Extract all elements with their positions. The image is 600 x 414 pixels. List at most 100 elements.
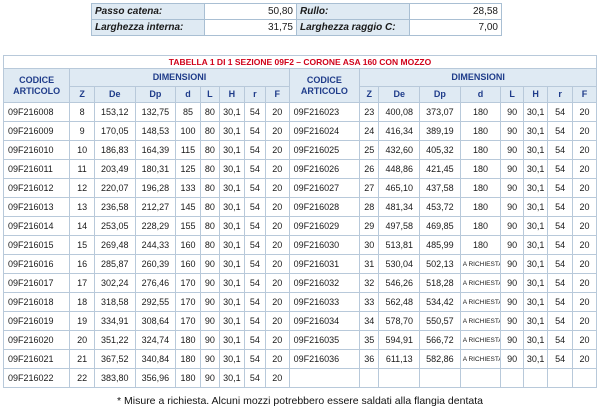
dimension-cell: 465,10	[378, 178, 421, 198]
dimension-cell: 186,83	[93, 140, 136, 160]
dimension-cell: 276,46	[134, 273, 177, 293]
dimension-cell: 20	[265, 216, 290, 236]
dimension-cell: 90	[500, 311, 524, 331]
article-code-cell: 09F216032	[288, 273, 361, 293]
dimension-cell: 20	[571, 235, 598, 255]
table-row: 09F216009 9 170,05 148,53 100 80 30,1 54 20 09F21…	[2, 121, 598, 141]
dimension-cell: 90	[199, 349, 221, 369]
dimension-cell: 20	[265, 311, 290, 331]
dimension-cell: 30,1	[219, 292, 245, 312]
article-code-cell: 09F216033	[288, 292, 361, 312]
dimension-cell: 85	[175, 102, 201, 122]
dimension-cell: 30,1	[522, 140, 549, 160]
table-title: TABELLA 1 DI 1 SEZIONE 09F2 – CORONE ASA…	[3, 55, 597, 69]
dimension-cell: 115	[175, 140, 201, 160]
dimension-cell: 180	[459, 140, 502, 160]
codice-header-right: CODICE ARTICOLO	[288, 68, 361, 103]
dimension-cell: 54	[243, 216, 267, 236]
dimension-cell: 292,55	[134, 292, 177, 312]
dimension-cell: 30,1	[219, 159, 245, 179]
dimension-cell: 203,49	[93, 159, 136, 179]
dimension-cell: 90	[199, 330, 221, 350]
col-header: Z	[359, 86, 380, 103]
dimension-cell: 34	[359, 311, 380, 331]
dimension-cell: 80	[199, 121, 221, 141]
dimension-cell: 30,1	[219, 140, 245, 160]
dimension-cell: 562,48	[378, 292, 421, 312]
dimension-cell: 611,13	[378, 349, 421, 369]
dimension-cell: 30,1	[219, 330, 245, 350]
raggio-value: 7,00	[408, 19, 503, 36]
dimension-cell: 145	[175, 197, 201, 217]
dimension-cell: 405,32	[419, 140, 461, 160]
dimension-cell: 80	[199, 197, 221, 217]
dimension-cell: 148,53	[134, 121, 177, 141]
article-code-cell: 09F216013	[2, 197, 71, 217]
dimension-cell: 90	[500, 292, 524, 312]
dimension-cell: 180,31	[134, 159, 177, 179]
dimension-cell: 54	[243, 235, 267, 255]
dimension-cell: 534,42	[419, 292, 461, 312]
col-header: r	[243, 86, 267, 103]
dimension-cell: 11	[69, 159, 95, 179]
article-code-cell: 09F216021	[2, 349, 71, 369]
article-code-cell: 09F216028	[288, 197, 361, 217]
dimension-cell: 20	[265, 235, 290, 255]
dimension-cell: 481,34	[378, 197, 421, 217]
larghezza-value: 31,75	[203, 19, 297, 36]
dimension-cell: 20	[265, 292, 290, 312]
article-code-cell: 09F216012	[2, 178, 71, 198]
dimension-cell: 54	[243, 140, 267, 160]
empty-cell	[500, 368, 524, 388]
dimension-cell: 160	[175, 235, 201, 255]
dimension-cell: 20	[571, 311, 598, 331]
dimension-cell: 20	[571, 330, 598, 350]
dimension-cell: 497,58	[378, 216, 421, 236]
article-code-cell: 09F216031	[288, 254, 361, 274]
dimension-cell: 20	[571, 349, 598, 369]
dimension-cell: 18	[69, 292, 95, 312]
dimension-cell: 80	[199, 140, 221, 160]
dimension-cell: 30,1	[219, 216, 245, 236]
dimension-cell: 180	[175, 349, 201, 369]
dimension-cell: 24	[359, 121, 380, 141]
dimension-cell: 17	[69, 273, 95, 293]
dimension-cell: 80	[199, 178, 221, 198]
dimension-cell: 90	[199, 273, 221, 293]
table-row: 09F216019 19 334,91 308,64 170 90 30,1 54 20 09F2…	[2, 311, 598, 331]
dimension-cell: 29	[359, 216, 380, 236]
dimension-cell: 196,28	[134, 178, 177, 198]
dimension-cell: 20	[265, 330, 290, 350]
dimension-cell: 180	[459, 178, 502, 198]
dimension-cell: 54	[547, 349, 573, 369]
dimension-cell: 20	[571, 159, 598, 179]
dimension-cell: 550,57	[419, 311, 461, 331]
dimension-cell: 20	[571, 178, 598, 198]
article-code-cell: 09F216035	[288, 330, 361, 350]
dimension-cell: 22	[69, 368, 95, 388]
empty-cell	[571, 368, 598, 388]
dimension-cell: 54	[547, 197, 573, 217]
dimension-cell: 30,1	[522, 311, 549, 331]
dimension-cell: 469,85	[419, 216, 461, 236]
dimension-cell: 30,1	[522, 235, 549, 255]
dimension-cell: 20	[69, 330, 95, 350]
corone-table: TABELLA 1 DI 1 SEZIONE 09F2 – CORONE ASA…	[2, 55, 598, 388]
empty-cell	[522, 368, 549, 388]
dimension-cell: 90	[199, 254, 221, 274]
article-code-cell: 09F216018	[2, 292, 71, 312]
dimension-cell: 54	[243, 159, 267, 179]
dimension-cell: 54	[547, 121, 573, 141]
dimension-cell: 180	[459, 197, 502, 217]
dimension-cell: 90	[500, 216, 524, 236]
article-code-cell: 09F216023	[288, 102, 361, 122]
article-code-cell: 09F216034	[288, 311, 361, 331]
dimension-cell: 28	[359, 197, 380, 217]
dimension-cell: 340,84	[134, 349, 177, 369]
article-code-cell: 09F216027	[288, 178, 361, 198]
empty-cell	[547, 368, 573, 388]
table-row: 09F216022 22 383,80 356,96 180 90 30,1 54 20	[2, 368, 598, 388]
dimension-cell: 30,1	[219, 254, 245, 274]
dimension-cell: 20	[571, 216, 598, 236]
dimension-cell: 334,91	[93, 311, 136, 331]
